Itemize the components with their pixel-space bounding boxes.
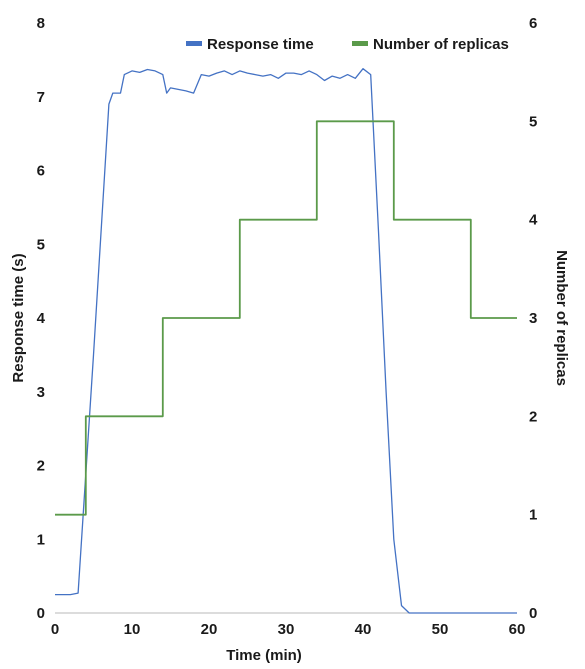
y2-tick-label: 3 <box>529 310 537 327</box>
y2-tick-label: 2 <box>529 408 537 425</box>
legend-label-number-of-replicas: Number of replicas <box>373 36 509 53</box>
x-tick-label: 30 <box>278 621 295 638</box>
y-tick-label: 5 <box>37 236 45 253</box>
x-tick-label: 20 <box>201 621 218 638</box>
x-axis-title: Time (min) <box>226 647 302 664</box>
x-tick-label: 60 <box>509 621 526 638</box>
y2-axis-ticks: 0 1 2 3 4 5 6 <box>529 15 538 622</box>
x-tick-label: 10 <box>124 621 141 638</box>
legend-label-response-time: Response time <box>207 36 314 53</box>
y-tick-label: 4 <box>37 310 46 327</box>
x-axis-ticks: 0 10 20 30 40 50 60 <box>51 621 526 638</box>
y2-tick-label: 0 <box>529 605 537 622</box>
y-tick-label: 6 <box>37 163 45 180</box>
legend-swatch-number-of-replicas <box>352 41 368 46</box>
y-tick-label: 7 <box>37 89 45 106</box>
y2-tick-label: 5 <box>529 113 537 130</box>
y-axis-ticks: 0 1 2 3 4 5 6 7 8 <box>37 15 46 622</box>
x-tick-label: 50 <box>432 621 449 638</box>
y-tick-label: 0 <box>37 605 45 622</box>
x-tick-label: 40 <box>355 621 372 638</box>
legend: Response time Number of replicas <box>186 36 509 53</box>
y-axis-title: Response time (s) <box>10 253 27 382</box>
y-tick-label: 8 <box>37 15 45 32</box>
y2-tick-label: 1 <box>529 507 537 524</box>
x-tick-label: 0 <box>51 621 59 638</box>
series-line-response-time <box>55 68 517 614</box>
legend-swatch-response-time <box>186 41 202 46</box>
plot-area <box>55 68 517 614</box>
y-tick-label: 1 <box>37 531 45 548</box>
y-tick-label: 2 <box>37 458 45 475</box>
series-line-number-of-replicas <box>55 120 517 516</box>
y-tick-label: 3 <box>37 384 45 401</box>
y2-axis-title: Number of replicas <box>553 250 570 386</box>
y2-tick-label: 6 <box>529 15 537 32</box>
y2-tick-label: 4 <box>529 212 538 229</box>
